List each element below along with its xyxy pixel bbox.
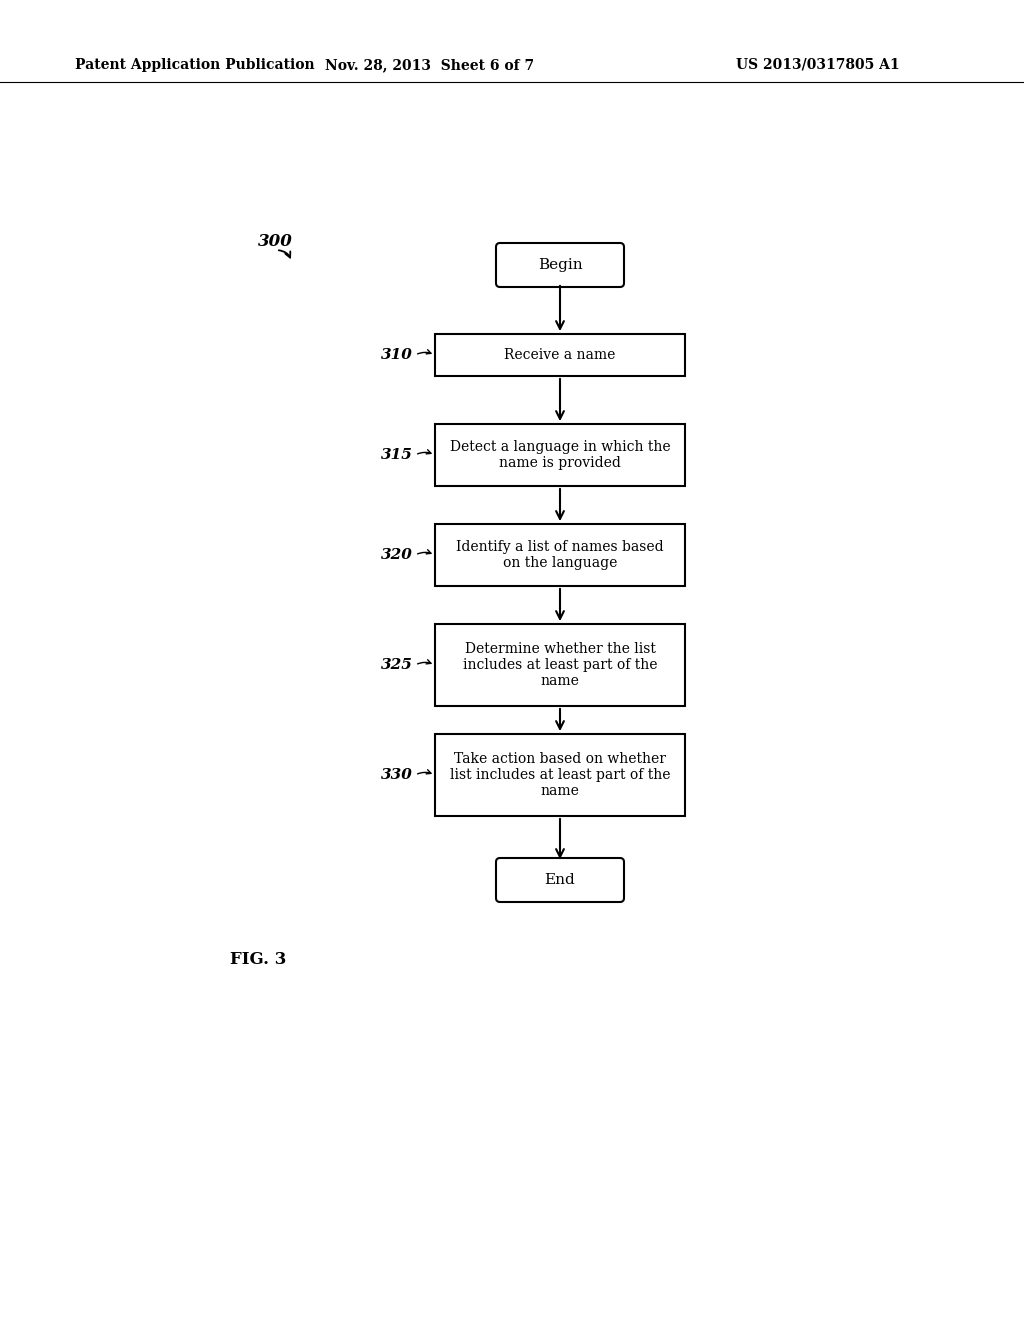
Text: Receive a name: Receive a name (504, 348, 615, 362)
Text: Nov. 28, 2013  Sheet 6 of 7: Nov. 28, 2013 Sheet 6 of 7 (326, 58, 535, 73)
FancyBboxPatch shape (496, 243, 624, 286)
Text: 330: 330 (381, 768, 413, 781)
Text: 325: 325 (381, 657, 413, 672)
Text: 310: 310 (381, 348, 413, 362)
Text: Begin: Begin (538, 257, 583, 272)
Text: Detect a language in which the
name is provided: Detect a language in which the name is p… (450, 440, 671, 470)
Text: 320: 320 (381, 548, 413, 562)
Text: End: End (545, 873, 575, 887)
Text: US 2013/0317805 A1: US 2013/0317805 A1 (736, 58, 900, 73)
Text: Take action based on whether
list includes at least part of the
name: Take action based on whether list includ… (450, 752, 671, 799)
Text: Patent Application Publication: Patent Application Publication (75, 58, 314, 73)
Text: FIG. 3: FIG. 3 (230, 952, 287, 969)
Bar (435, 524, 685, 586)
Bar (435, 624, 685, 706)
Bar (435, 334, 685, 376)
Text: 300: 300 (258, 234, 293, 251)
Text: 315: 315 (381, 447, 413, 462)
Text: Determine whether the list
includes at least part of the
name: Determine whether the list includes at l… (463, 642, 657, 688)
Bar (435, 424, 685, 486)
FancyBboxPatch shape (496, 858, 624, 902)
Bar (435, 734, 685, 816)
Text: Identify a list of names based
on the language: Identify a list of names based on the la… (456, 540, 664, 570)
